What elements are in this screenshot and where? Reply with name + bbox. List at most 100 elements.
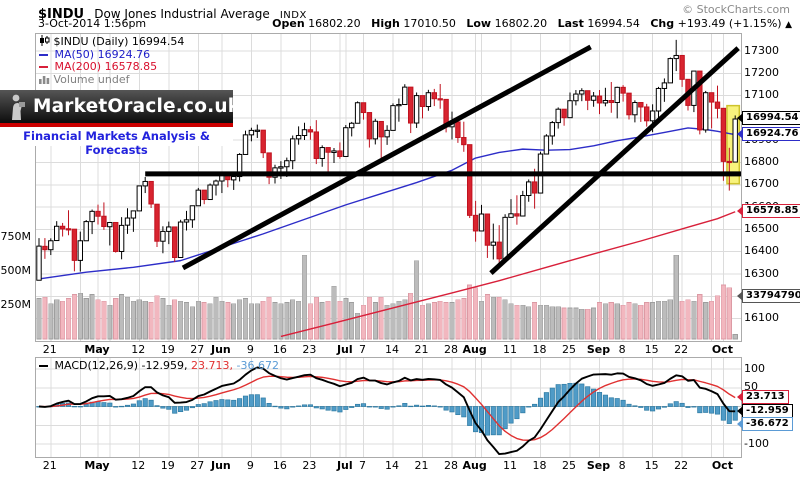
macd-date-axis-tick: 9 <box>246 459 254 472</box>
date-axis-tick: Oct <box>711 343 733 356</box>
date-axis-tick: 16 <box>272 343 287 356</box>
macd-signal-value: 23.713, <box>191 359 234 372</box>
macd-date-axis-tick: 23 <box>302 459 317 472</box>
macd-date-axis-tick: Jul <box>336 459 353 472</box>
logo-tagline: Financial Markets Analysis & Forecasts <box>0 127 233 157</box>
date-axis-tick: 15 <box>644 343 659 356</box>
macd-axis-tick: 100 <box>744 361 765 375</box>
date-axis-tick: Aug <box>462 343 487 356</box>
price-axis-tick: 16800 <box>744 155 779 168</box>
price-axis-tick: 17200 <box>744 65 779 79</box>
price-panel <box>35 33 742 342</box>
legend-main-row: $INDU (Daily) 16994.54 <box>39 35 184 49</box>
date-axis-tick: May <box>84 343 110 356</box>
date-axis-tick: 27 <box>190 343 205 356</box>
volume-callout: 33794790 <box>737 289 800 303</box>
date-axis-tick: 11 <box>503 343 517 356</box>
date-axis-tick: 19 <box>160 343 175 356</box>
macd-line-callout: -12.959 <box>737 404 793 418</box>
logo-red-stripe <box>0 123 233 127</box>
logo-figure-icon <box>12 94 25 120</box>
legend-volume-row: Volume undef <box>39 72 184 87</box>
date-axis-tick: 21 <box>42 343 57 356</box>
exchange: INDX <box>279 10 307 21</box>
legend-main-label: $INDU (Daily) 16994.54 <box>53 35 185 48</box>
date-axis-tick: 18 <box>532 343 547 356</box>
macd-date-axis-tick: Jun <box>211 459 231 472</box>
macd-signal-callout: 23.713 <box>737 390 789 404</box>
open-label: Open <box>272 17 305 30</box>
macd-date-axis-tick: 11 <box>503 459 517 472</box>
macd-date-axis-tick: Oct <box>711 459 733 472</box>
date-axis-tick: 9 <box>246 343 254 356</box>
macd-date-axis-tick: 7 <box>359 459 366 472</box>
macd-date-axis-tick: 21 <box>414 459 429 472</box>
last-value: 16994.54 <box>587 17 640 30</box>
macd-legend: MACD(12,26,9) -12.959, 23.713, -36.672 <box>39 359 279 372</box>
macd-date-axis-tick: 18 <box>532 459 547 472</box>
chg-value: +193.49 (+1.15%) <box>677 17 782 30</box>
macd-date-axis-tick: 8 <box>618 459 626 472</box>
date-axis-tick: Jul <box>336 343 353 356</box>
volume-axis-tick: 750M <box>0 230 32 244</box>
price-axis-tick: 16300 <box>744 266 779 280</box>
macd-hist-value: -36.672 <box>236 359 279 372</box>
marketoracle-logo[interactable]: MarketOracle.co.uk Financial Markets Ana… <box>0 90 240 157</box>
ma200-line-icon <box>39 66 48 68</box>
ma50-line-icon <box>39 53 48 56</box>
chart-title: $INDU Dow Jones Industrial Average INDX <box>38 3 307 22</box>
macd-line-icon <box>39 365 48 367</box>
legend-ma50-label: MA(50) 16924.76 <box>54 47 151 61</box>
logo-title: MarketOracle.co.uk <box>33 96 241 117</box>
date-axis-tick: Jun <box>211 343 231 356</box>
legend-ma200-label: MA(200) 16578.85 <box>54 60 158 73</box>
macd-value: -12.959, <box>141 359 188 372</box>
stockcharts-copyright: © StockCharts.com <box>682 3 790 16</box>
price-axis-tick: 16100 <box>744 311 779 325</box>
date-axis-tick: 23 <box>302 343 317 356</box>
high-value: 17010.50 <box>403 17 456 30</box>
legend-ma50-row: MA(50) 16924.76 <box>39 47 184 62</box>
volume-axis-tick: 500M <box>0 264 32 277</box>
date-axis-tick: 12 <box>131 343 146 356</box>
macd-date-axis-tick: May <box>84 459 110 472</box>
macd-date-axis-tick: 19 <box>160 459 175 472</box>
legend-ma200-row: MA(200) 16578.85 <box>39 60 184 74</box>
logo-banner: MarketOracle.co.uk <box>0 90 240 123</box>
low-label: Low <box>466 17 492 30</box>
last-price-callout: 16994.54 <box>737 111 800 125</box>
macd-date-axis-tick: 15 <box>644 459 659 472</box>
legend-volume-label: Volume undef <box>53 72 130 86</box>
macd-date-axis-tick: 12 <box>131 459 146 472</box>
volume-bars-icon <box>39 75 50 84</box>
ma50-callout: 16924.76 <box>737 127 800 141</box>
date-axis-tick: 28 <box>444 343 458 356</box>
volume-axis-tick: 250M <box>0 297 32 311</box>
date-axis-tick: 25 <box>562 343 576 356</box>
macd-date-axis-tick: 21 <box>42 459 57 472</box>
candlestick-icon <box>40 35 50 46</box>
price-axis-tick: 16500 <box>744 221 779 235</box>
macd-date-axis-tick: Sep <box>586 459 611 472</box>
ma200-callout: 16578.85 <box>737 204 800 218</box>
macd-panel <box>35 357 742 458</box>
symbol-name: Dow Jones Industrial Average <box>94 7 270 21</box>
up-arrow-icon: ▲ <box>785 20 792 30</box>
macd-plot-svg <box>36 358 741 457</box>
date-axis-tick: 21 <box>414 343 429 356</box>
date-axis-tick: 14 <box>385 343 399 356</box>
quote-line: Open 16802.20 High 17010.50 Low 16802.20… <box>265 17 792 30</box>
macd-date-axis-tick: 22 <box>674 459 689 472</box>
macd-axis-tick: -100 <box>744 436 769 450</box>
price-axis-tick: 17100 <box>744 88 779 102</box>
date-axis-tick: 8 <box>618 343 626 356</box>
high-label: High <box>371 17 400 30</box>
macd-hist-callout: -36.672 <box>737 417 793 431</box>
macd-date-axis-tick: 14 <box>385 459 399 472</box>
date-axis-tick: 22 <box>674 343 689 356</box>
low-value: 16802.20 <box>494 17 548 30</box>
macd-date-axis-tick: Aug <box>462 459 487 472</box>
chart-datetime: 3-Oct-2014 1:56pm <box>38 17 147 30</box>
price-axis-tick: 16400 <box>744 244 779 258</box>
